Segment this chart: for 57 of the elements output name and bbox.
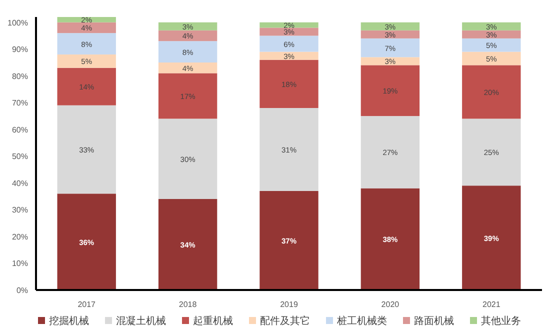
y-tick-label: 40% — [12, 178, 28, 188]
y-tick-label: 50% — [12, 152, 28, 162]
legend-label: 其他业务 — [481, 315, 521, 327]
y-tick-label: 20% — [12, 232, 28, 242]
bar — [57, 33, 116, 54]
legend-label: 挖掘机械 — [49, 315, 89, 327]
bar — [158, 118, 218, 199]
x-tick-label: 2021 — [482, 300, 501, 309]
y-tick-label: 60% — [12, 125, 28, 134]
bar — [260, 60, 318, 108]
y-tick-label: 100% — [8, 18, 28, 28]
x-tick-label: 2017 — [78, 300, 96, 309]
bar — [360, 22, 420, 30]
legend-label: 桩工机械类 — [336, 315, 387, 327]
bar — [158, 41, 218, 62]
x-tick-label: 2018 — [178, 300, 198, 309]
bar — [158, 199, 218, 290]
bar — [57, 54, 116, 68]
bar — [462, 52, 521, 66]
bar — [462, 30, 521, 38]
bar — [158, 62, 218, 74]
legend-label: 起重机械 — [193, 315, 233, 327]
y-tick-label: 80% — [12, 72, 28, 81]
y-tick-label: 90% — [12, 45, 28, 54]
bar — [158, 73, 218, 119]
bar — [360, 116, 420, 188]
bar — [260, 28, 318, 36]
bar — [360, 30, 420, 38]
bar — [360, 38, 420, 58]
y-tick-label: 0% — [16, 286, 28, 295]
bar — [158, 30, 218, 42]
y-tick-label: 10% — [12, 259, 28, 268]
bar — [462, 118, 521, 186]
x-tick-label: 2020 — [381, 300, 400, 309]
legend-label: 配件及其它 — [260, 315, 310, 327]
bar — [158, 22, 218, 30]
legend-label: 混凝土机械 — [116, 315, 166, 327]
bar — [360, 65, 420, 116]
legend-label: 路面机械 — [414, 315, 454, 327]
bar — [260, 52, 318, 60]
bar — [57, 194, 116, 290]
bar — [360, 57, 420, 66]
bar — [260, 36, 318, 52]
bar — [260, 108, 318, 191]
bar — [462, 22, 521, 30]
bar — [360, 188, 420, 290]
x-tick-label: 2019 — [280, 300, 298, 309]
bar — [57, 68, 116, 106]
bar — [57, 17, 116, 22]
bar — [462, 38, 521, 52]
y-tick-label: 70% — [12, 98, 28, 108]
bar — [260, 190, 318, 290]
bar — [462, 65, 521, 119]
bar — [57, 22, 116, 34]
y-tick-label: 30% — [12, 206, 28, 215]
bar — [462, 186, 521, 290]
bar — [57, 105, 116, 194]
